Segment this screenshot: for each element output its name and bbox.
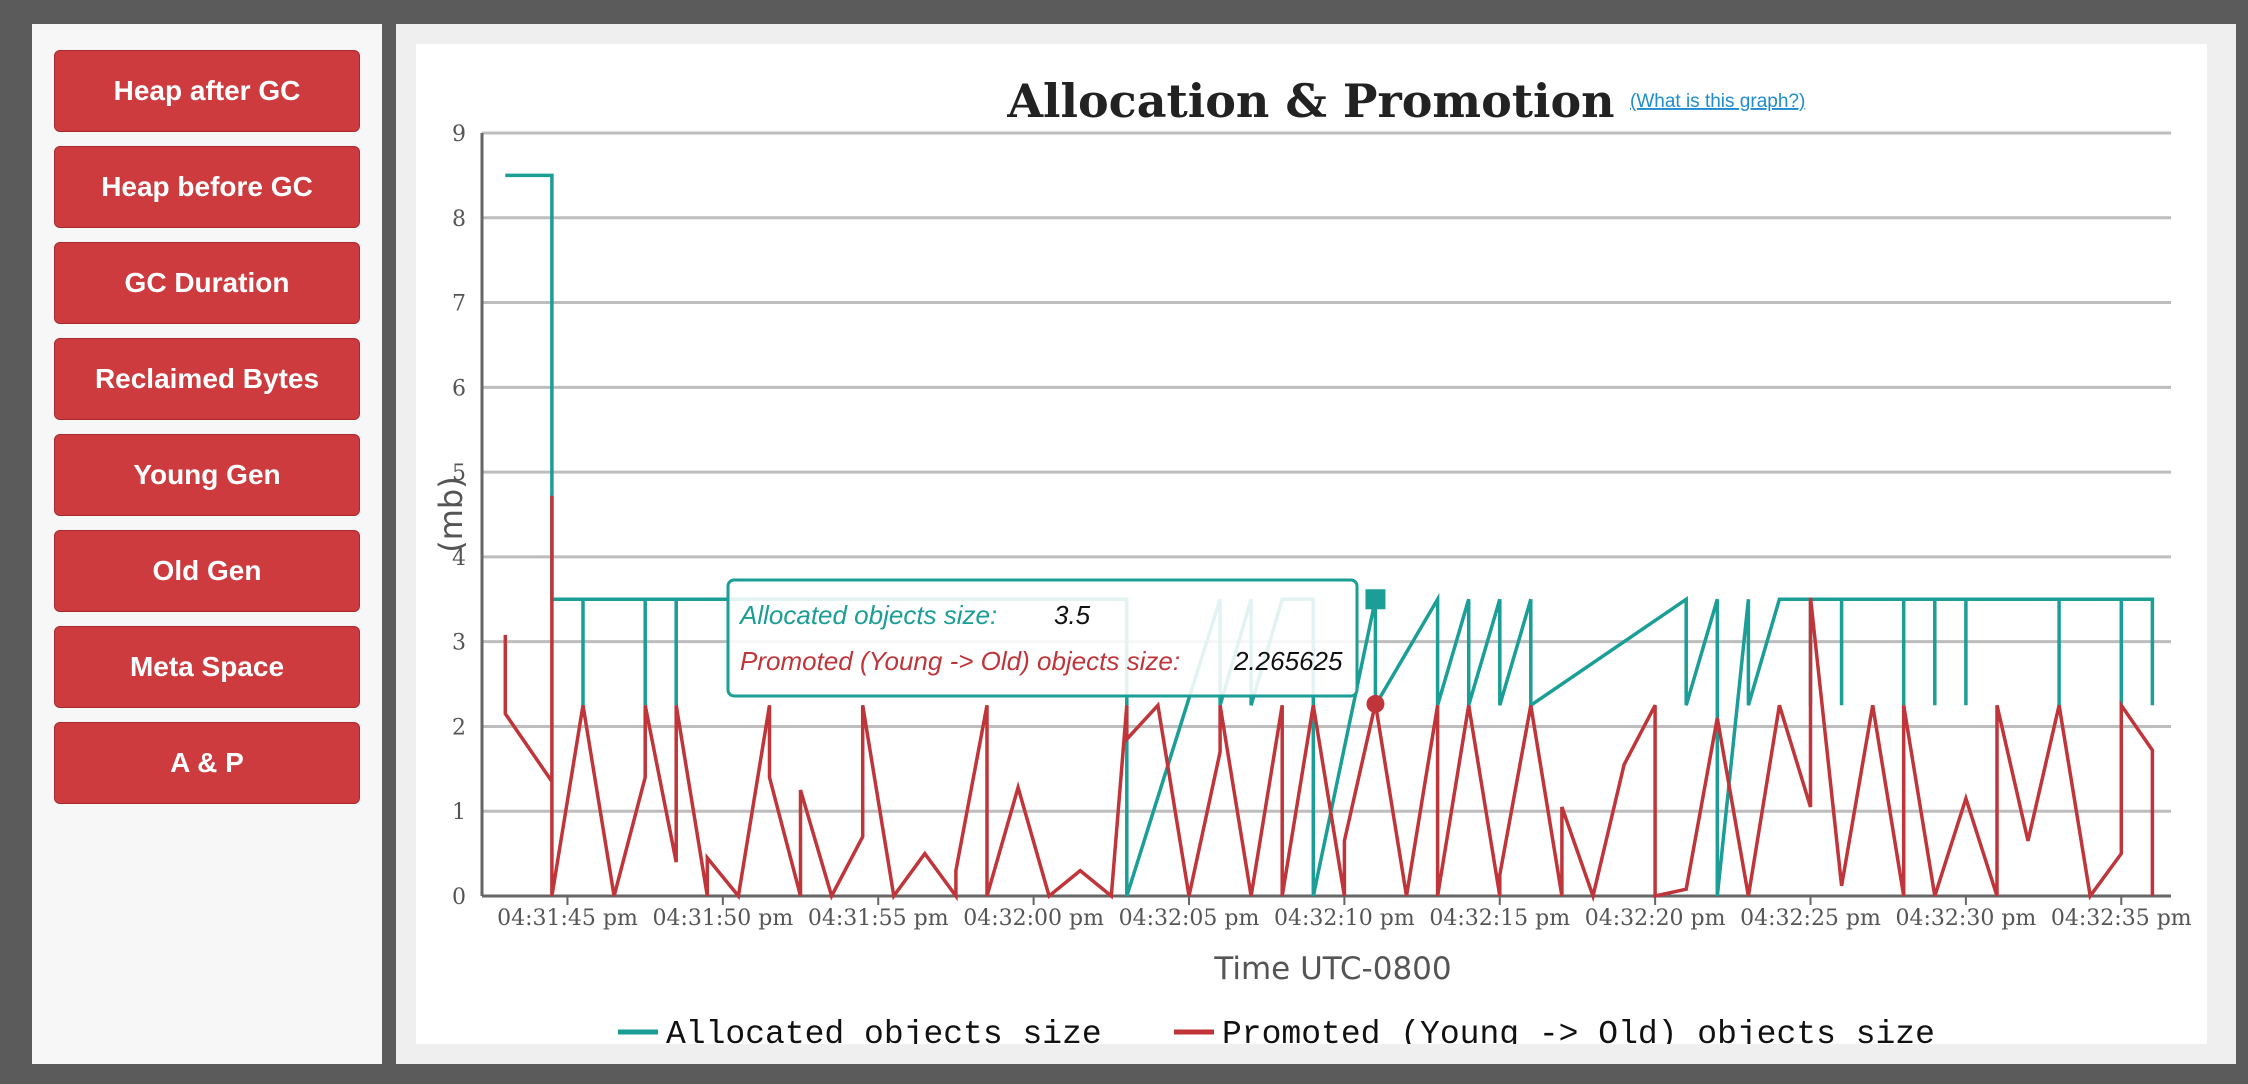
- x-tick-label: 04:32:15 pm: [1429, 906, 1570, 931]
- promoted-series-line: [503, 495, 2155, 903]
- series-layer: [503, 173, 2155, 903]
- y-tick-label: 6: [452, 376, 466, 401]
- axes: [480, 133, 2171, 905]
- y-tick-label: 1: [452, 800, 466, 825]
- what-is-this-graph-link[interactable]: (What is this graph?): [1630, 91, 1805, 112]
- x-tick-label: 04:32:20 pm: [1585, 906, 1726, 931]
- old-gen-button[interactable]: Old Gen: [54, 530, 360, 612]
- legend-promoted-label[interactable]: Promoted (Young -> Old) objects size: [1222, 1016, 1935, 1053]
- y-tick-labels: 0 1 2 3 4 5 6 7 8 9: [452, 122, 466, 910]
- x-tick-labels: 04:31:45 pm 04:31:50 pm 04:31:55 pm 04:32:0…: [497, 906, 2192, 931]
- tooltip-promoted-value: 2.265625: [1233, 646, 1343, 676]
- x-tick-label: 04:32:35 pm: [2051, 906, 2192, 931]
- x-tick-label: 04:32:30 pm: [1896, 906, 2037, 931]
- x-tick-label: 04:32:05 pm: [1119, 906, 1260, 931]
- tooltip-box: [726, 578, 1359, 698]
- x-tick-label: 04:32:25 pm: [1740, 906, 1881, 931]
- y-tick-label: 0: [452, 885, 466, 910]
- tooltip-allocated-value: 3.5: [1054, 600, 1091, 630]
- heap-before-gc-button[interactable]: Heap before GC: [54, 146, 360, 228]
- reclaimed-bytes-button[interactable]: Reclaimed Bytes: [54, 338, 360, 420]
- allocated-series-line: [505, 173, 2155, 897]
- chart-title: Allocation & Promotion: [1006, 74, 1614, 128]
- y-tick-label: 5: [452, 461, 466, 486]
- main-panel: Allocation & Promotion (What is this gra…: [396, 24, 2236, 1064]
- allocation-promotion-chart: Allocation & Promotion (What is this gra…: [432, 74, 2192, 1053]
- hover-markers: [1365, 589, 1386, 713]
- sidebar-nav: Heap after GC Heap before GC GC Duration…: [32, 24, 382, 1064]
- x-tick-label: 04:31:55 pm: [808, 906, 949, 931]
- y-tick-label: 9: [452, 122, 466, 147]
- meta-space-button[interactable]: Meta Space: [54, 626, 360, 708]
- young-gen-button[interactable]: Young Gen: [54, 434, 360, 516]
- y-tick-label: 3: [452, 631, 466, 656]
- x-axis-label: Time UTC-0800: [1213, 951, 1451, 987]
- x-tick-label: 04:31:50 pm: [652, 906, 793, 931]
- x-tick-label: 04:32:10 pm: [1274, 906, 1415, 931]
- legend: Allocated objects size Promoted (Young -…: [618, 1016, 1935, 1053]
- promoted-hover-marker: [1366, 694, 1385, 713]
- y-tick-label: 7: [452, 292, 466, 317]
- gc-duration-button[interactable]: GC Duration: [54, 242, 360, 324]
- a-and-p-button[interactable]: A & P: [54, 722, 360, 804]
- tooltip-promoted-label: Promoted (Young -> Old) objects size:: [740, 646, 1180, 676]
- y-tick-label: 4: [452, 546, 466, 571]
- allocated-hover-marker: [1365, 589, 1386, 610]
- x-tick-label: 04:31:45 pm: [497, 906, 638, 931]
- y-tick-label: 8: [452, 207, 466, 232]
- chart-card: Allocation & Promotion (What is this gra…: [416, 44, 2207, 1053]
- y-axis-label: (mb): [432, 476, 470, 552]
- x-tick-label: 04:32:00 pm: [963, 906, 1104, 931]
- tooltip-allocated-label: Allocated objects size:: [738, 600, 997, 630]
- heap-after-gc-button[interactable]: Heap after GC: [54, 50, 360, 132]
- tooltip: Allocated objects size: 3.5 Promoted (Yo…: [726, 578, 1359, 698]
- grid-lines: [482, 131, 2171, 813]
- legend-allocated-label[interactable]: Allocated objects size: [666, 1016, 1102, 1053]
- y-tick-label: 2: [452, 715, 466, 740]
